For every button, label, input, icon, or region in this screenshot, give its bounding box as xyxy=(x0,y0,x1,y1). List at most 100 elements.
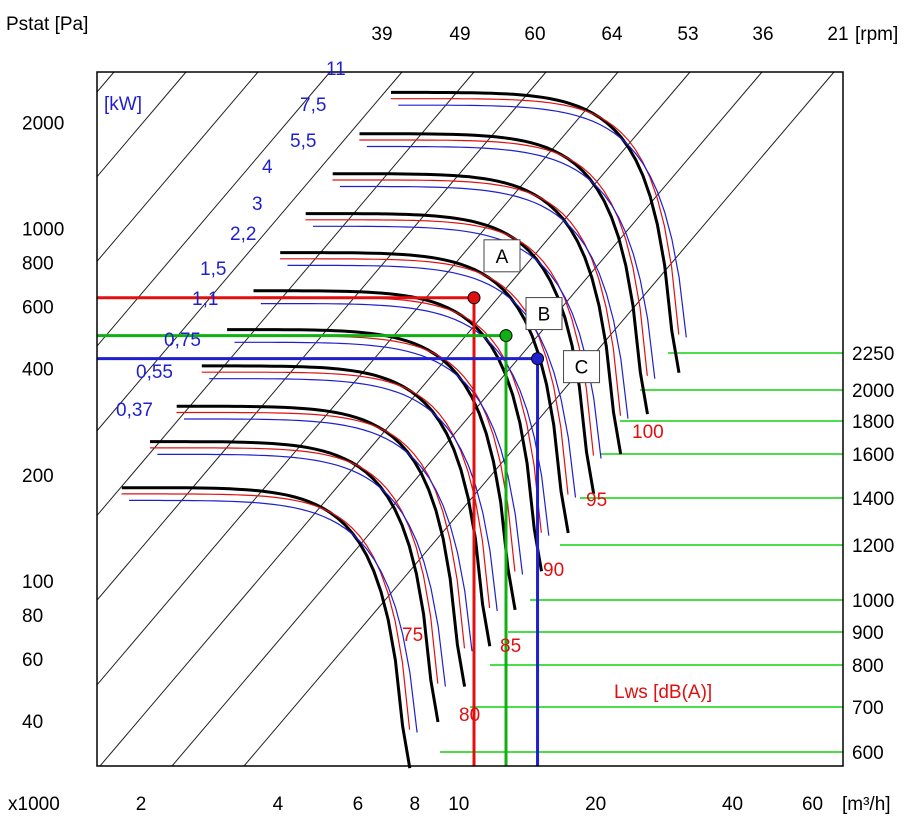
x-tick-label: 20 xyxy=(585,794,606,815)
power-label: 5,5 xyxy=(290,131,316,152)
rpm-unit-label: [rpm] xyxy=(855,24,898,45)
x-tick-label: 2 xyxy=(136,794,147,815)
power-label: 2,2 xyxy=(230,224,256,245)
y-axis-label: Pstat [Pa] xyxy=(6,14,88,35)
operating-point-box xyxy=(483,239,521,273)
right-scale-label: 1800 xyxy=(852,412,894,433)
fan-curves xyxy=(121,90,687,769)
rpm-label: 36 xyxy=(752,24,773,45)
power-curve xyxy=(157,453,446,687)
noise-label: 95 xyxy=(586,490,607,511)
noise-curve xyxy=(201,371,491,609)
fan-curve xyxy=(359,132,649,415)
power-curve xyxy=(366,145,656,379)
mask-top xyxy=(0,0,909,72)
operating-point-box xyxy=(525,297,563,331)
system-line xyxy=(0,71,403,546)
noise-curve xyxy=(121,493,411,730)
power-label: 7,5 xyxy=(300,95,326,116)
power-label: 1,5 xyxy=(200,259,226,280)
x-tick-label: 6 xyxy=(353,794,364,815)
fan-curve xyxy=(305,212,596,495)
x-multiplier-label: x1000 xyxy=(8,794,60,815)
noise-unit-label: Lws [dB(A)] xyxy=(614,682,712,703)
y-tick-label: 60 xyxy=(22,650,43,671)
noise-label: 75 xyxy=(402,625,423,646)
power-label: 3 xyxy=(252,194,263,215)
operating-point-label: C xyxy=(575,358,589,379)
right-scale-label: 2250 xyxy=(852,344,894,365)
fan-curve xyxy=(227,328,517,611)
operating-point-label: B xyxy=(538,305,551,326)
right-scale-lines xyxy=(440,352,843,753)
x-tick-label: 8 xyxy=(409,794,420,815)
power-label: 0,37 xyxy=(116,400,153,421)
rpm-label: 21 xyxy=(827,24,848,45)
plot-frame xyxy=(96,71,844,767)
y-tick-label: 200 xyxy=(22,466,54,487)
power-curve xyxy=(340,185,629,419)
rpm-label: 53 xyxy=(677,24,698,45)
x-axis-label: [m³/h] xyxy=(842,794,891,815)
noise-label: 100 xyxy=(632,422,664,443)
chart-labels: Pstat [Pa] x1000 [m³/h] [rpm] [kW] Lws [… xyxy=(6,14,898,815)
noise-curve xyxy=(149,447,439,684)
fan-curve xyxy=(201,364,492,647)
power-curve xyxy=(129,499,418,733)
noise-label: 90 xyxy=(543,560,564,581)
rpm-label: 39 xyxy=(371,24,392,45)
noise-curve xyxy=(332,179,622,416)
rpm-label: 64 xyxy=(601,24,623,45)
noise-curve xyxy=(390,98,680,335)
tick-labels: 2250200018001600140012001000900800700600… xyxy=(22,24,894,815)
fan-curve xyxy=(391,90,681,374)
y-tick-label: 800 xyxy=(22,254,54,275)
operating-point-label: A xyxy=(496,247,509,268)
noise-curve xyxy=(280,258,569,495)
x-tick-label: 40 xyxy=(722,794,743,815)
power-curve xyxy=(209,378,498,611)
right-scale-label: 600 xyxy=(852,743,884,764)
power-label: 11 xyxy=(326,59,346,80)
noise-label: 85 xyxy=(500,636,521,657)
x-tick-label: 4 xyxy=(273,794,284,815)
right-scale-label: 900 xyxy=(852,623,884,644)
fan-curve xyxy=(280,251,570,534)
y-tick-label: 100 xyxy=(22,572,54,593)
fan-curve xyxy=(332,172,623,455)
power-curve xyxy=(313,225,602,459)
right-scale-label: 1200 xyxy=(852,536,894,557)
power-label: 4 xyxy=(262,157,273,178)
noise-label: 80 xyxy=(459,705,480,726)
right-scale-label: 1600 xyxy=(852,445,894,466)
right-scale-label: 800 xyxy=(852,656,884,677)
right-scale-label: 1400 xyxy=(852,489,894,510)
operating-point-marker xyxy=(499,329,513,343)
system-line xyxy=(0,71,259,377)
noise-curve xyxy=(359,139,648,376)
x-tick-label: 60 xyxy=(802,794,823,815)
mask-right xyxy=(843,0,909,822)
right-scale-label: 1000 xyxy=(852,591,894,612)
x-tick-label: 10 xyxy=(448,794,469,815)
operating-point-box xyxy=(563,350,601,384)
noise-curve xyxy=(176,411,466,649)
right-scale-label: 2000 xyxy=(852,381,894,402)
rpm-label: 49 xyxy=(449,24,470,45)
noise-curve xyxy=(305,219,595,456)
power-label: 1,1 xyxy=(192,289,218,310)
y-tick-label: 1000 xyxy=(22,220,64,241)
power-label: 0,55 xyxy=(136,362,173,383)
power-curve xyxy=(260,303,550,536)
y-tick-label: 80 xyxy=(22,606,43,627)
rpm-label: 60 xyxy=(524,24,545,45)
operating-point-marker xyxy=(467,291,481,305)
system-line xyxy=(0,71,475,631)
mask-left xyxy=(0,0,97,822)
power-curve xyxy=(184,418,473,652)
y-tick-label: 400 xyxy=(22,360,54,381)
fan-curve xyxy=(176,404,467,687)
y-tick-label: 2000 xyxy=(22,113,64,134)
